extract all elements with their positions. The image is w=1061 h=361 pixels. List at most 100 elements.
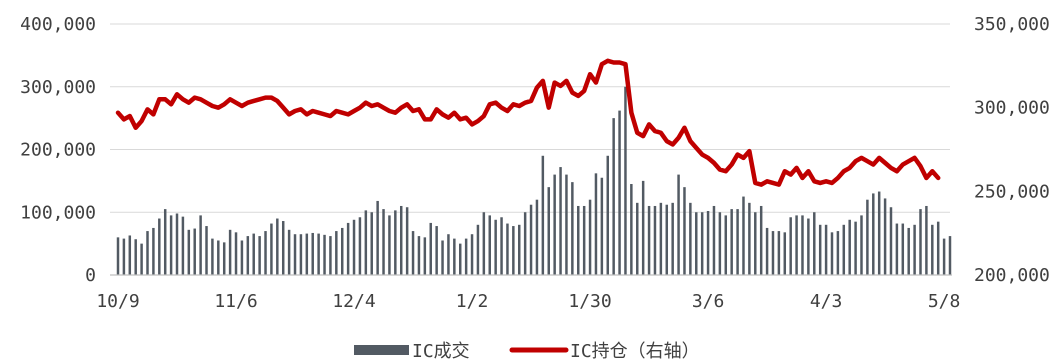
right-tick-label: 350,000	[974, 14, 1050, 35]
volume-bar	[541, 155, 545, 275]
volume-bar	[736, 209, 739, 275]
volume-bar	[264, 231, 267, 275]
legend-bar-swatch	[354, 345, 409, 355]
volume-bar	[246, 236, 250, 275]
volume-bar	[836, 231, 840, 275]
volume-bar	[824, 224, 828, 275]
volume-bar	[771, 231, 775, 275]
volume-bar	[193, 228, 196, 275]
x-tick-label: 1/30	[568, 291, 611, 312]
volume-bar	[122, 238, 126, 275]
x-tick-label: 4/3	[810, 291, 843, 312]
volume-bar	[529, 204, 533, 275]
volume-bar	[889, 207, 893, 275]
volume-bar	[777, 231, 781, 275]
volume-bar	[700, 212, 704, 275]
volume-bar	[512, 226, 515, 275]
volume-bar	[459, 243, 462, 276]
open-interest-series-line	[115, 58, 941, 187]
volume-bar	[293, 234, 297, 275]
volume-bar	[140, 243, 143, 276]
volume-bar	[276, 218, 279, 275]
volume-bar	[158, 218, 161, 275]
volume-bar	[488, 215, 491, 275]
volume-bar	[311, 232, 314, 275]
volume-bar	[718, 212, 722, 275]
volume-bar	[240, 240, 244, 275]
right-tick-label: 300,000	[974, 98, 1050, 119]
volume-bar	[352, 219, 356, 275]
volume-bar	[500, 217, 503, 275]
volume-bar	[594, 173, 598, 275]
volume-bar	[854, 221, 857, 275]
volume-bar	[317, 233, 320, 275]
volume-bar	[547, 187, 550, 275]
volume-bar	[913, 224, 916, 275]
volume-bar	[411, 231, 415, 275]
volume-bar	[453, 238, 456, 275]
volume-bar	[818, 224, 822, 275]
volume-bar	[600, 177, 604, 275]
volume-bar	[577, 205, 580, 275]
volume-bar	[222, 242, 226, 275]
volume-bar	[441, 240, 444, 275]
volume-bar	[305, 233, 309, 275]
x-tick-label: 10/9	[96, 291, 139, 312]
volume-bar	[748, 202, 751, 275]
volume-bar	[842, 224, 846, 275]
legend-line-label: IC持仓（右轴）	[570, 341, 700, 361]
legend-bar-label: IC成交	[412, 341, 470, 361]
volume-bar	[677, 174, 680, 275]
x-axis-tick-labels: 10/9 11/6 12/4 1/2 1/30 3/6 4/3 5/8	[96, 291, 960, 312]
volume-bar	[399, 205, 403, 275]
volume-bar	[653, 205, 657, 275]
volume-bar	[435, 226, 438, 275]
volume-bar	[742, 196, 745, 275]
volume-bar	[376, 200, 379, 275]
volume-bar	[754, 212, 757, 275]
volume-bar	[807, 218, 810, 275]
volume-bar	[358, 217, 362, 275]
volume-bar	[895, 223, 899, 275]
volume-bar	[683, 187, 686, 275]
volume-bar	[647, 205, 651, 275]
volume-bar	[936, 221, 940, 275]
volume-bar	[765, 227, 769, 275]
legend: IC成交 IC持仓（右轴）	[354, 341, 700, 361]
volume-bar	[187, 229, 191, 275]
volume-bar	[205, 226, 208, 275]
x-tick-label: 5/8	[928, 291, 961, 312]
volume-bar	[447, 234, 450, 275]
volume-bar	[695, 212, 698, 275]
volume-bar	[134, 239, 137, 275]
volume-bar	[659, 202, 663, 275]
volume-bar	[482, 212, 486, 275]
volume-bar	[535, 199, 539, 275]
volume-bars	[116, 86, 952, 276]
volume-bar	[423, 237, 427, 275]
left-tick-label: 100,000	[20, 202, 96, 223]
volume-bar	[942, 238, 946, 275]
left-tick-label: 300,000	[20, 77, 96, 98]
volume-bar	[323, 234, 326, 275]
volume-bar	[706, 211, 710, 275]
volume-bar	[146, 231, 149, 275]
volume-bar	[346, 222, 350, 275]
volume-bar	[630, 184, 633, 275]
volume-bar	[571, 182, 574, 275]
volume-bar	[565, 174, 568, 275]
volume-bar	[665, 204, 669, 275]
volume-bar	[848, 219, 851, 275]
volume-bar	[948, 236, 952, 275]
open-interest-line	[115, 58, 941, 187]
volume-bar	[606, 155, 609, 275]
volume-bar	[234, 232, 238, 275]
volume-bar	[217, 240, 220, 275]
volume-bar	[211, 238, 214, 275]
volume-bar	[559, 167, 562, 275]
volume-bar	[919, 209, 922, 275]
volume-bar	[518, 224, 521, 275]
volume-bar	[689, 202, 692, 275]
volume-bar	[329, 236, 332, 275]
x-tick-label: 12/4	[332, 291, 375, 312]
